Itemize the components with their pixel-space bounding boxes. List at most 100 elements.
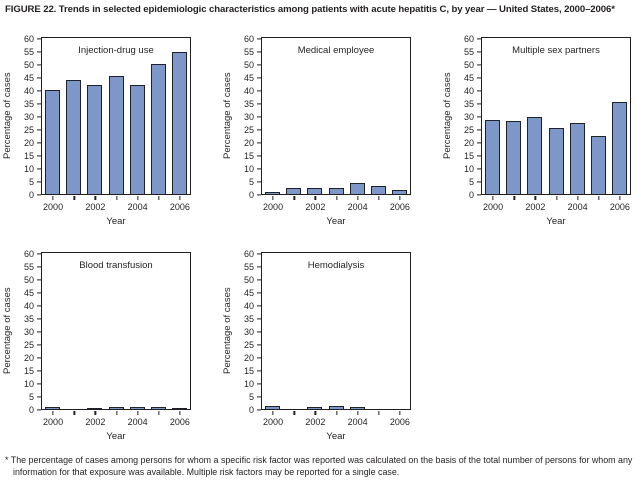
bar-2003 [108,407,124,409]
y-tick-mark [257,330,261,333]
y-tick-label: 30 [243,111,254,122]
y-tick-label: 60 [23,248,34,259]
x-tick-mark [619,196,621,200]
x-tick-label: 2000 [43,202,64,212]
x-tick-mark [335,196,338,200]
y-tick-label: 45 [463,72,474,83]
y-tick-label: 20 [243,352,254,363]
y-axis-label: Percentage of cases [442,72,453,160]
y-axis-label: Percentage of cases [222,72,233,160]
x-axis-tick-labels: 2000 2002 2004 2006 [483,202,631,213]
bar-2006 [171,407,187,409]
y-tick-label: 55 [463,46,474,57]
y-tick-label: 25 [243,339,254,350]
plot-area: Injection-drug use [41,37,191,195]
x-tick-mark [492,196,494,200]
y-tick-label: 25 [463,124,474,135]
y-tick-label: 10 [243,378,254,389]
bar-2003 [548,127,564,194]
y-tick-mark [477,63,481,66]
y-tick-mark [477,37,481,40]
x-tick-mark [136,196,139,200]
y-tick-mark [257,317,261,320]
y-tick-label: 35 [463,98,474,109]
x-tick-label: 2006 [169,417,190,427]
x-tick-mark [378,411,380,415]
y-tick-mark [37,141,41,144]
x-tick-label: 2000 [263,202,284,212]
y-tick-label: 15 [23,150,34,161]
bar-2006 [171,52,187,194]
bar-2000 [45,407,61,409]
x-axis-tick-marks [483,196,631,200]
y-axis-tick-labels: 60 55 50 45 40 35 30 25 20 15 10 5 0 [234,249,256,415]
y-tick-mark [257,115,261,118]
x-tick-label: 2002 [85,202,106,212]
y-tick-label: 5 [248,176,254,187]
y-tick-mark [37,408,41,411]
y-tick-mark [257,180,261,183]
y-axis-tick-marks [36,37,41,196]
x-tick-mark [115,196,118,200]
y-tick-mark [37,50,41,53]
x-axis-label: Year [106,216,126,227]
y-tick-mark [257,395,261,398]
y-tick-mark [37,76,41,79]
y-tick-label: 30 [23,326,34,337]
x-tick-label: 2004 [347,202,368,212]
y-tick-label: 40 [23,300,34,311]
x-tick-mark [179,411,181,415]
y-tick-mark [37,356,41,359]
x-axis-tick-marks [43,196,191,200]
x-tick-mark [356,411,359,415]
y-tick-label: 5 [468,176,474,187]
chart-medical-employee: Percentage of cases 60 55 50 45 40 35 30 25 20 15… [220,34,420,233]
y-tick-mark [257,356,261,359]
x-axis-tick-marks [263,196,411,200]
bar-2003 [108,75,124,194]
y-tick-mark [477,115,481,118]
y-tick-mark [257,50,261,53]
x-tick-label: 2006 [389,202,410,212]
x-tick-mark [52,411,54,415]
y-tick-label: 25 [243,124,254,135]
x-tick-mark [179,196,181,200]
x-axis-label: Year [106,431,126,442]
x-tick-label: 2006 [609,202,630,212]
x-tick-mark [272,196,274,200]
y-axis-label: Percentage of cases [2,72,13,160]
y-tick-mark [37,304,41,307]
x-tick-mark [136,411,139,415]
y-tick-mark [477,167,481,170]
y-tick-mark [37,252,41,255]
y-tick-mark [477,180,481,183]
x-axis-label: Year [546,216,566,227]
y-tick-label: 20 [23,137,34,148]
y-tick-mark [37,291,41,294]
y-tick-mark [37,193,41,196]
bar-2002 [87,407,103,409]
bar-2005 [150,64,166,194]
y-tick-mark [257,37,261,40]
x-tick-mark [115,411,118,415]
y-tick-mark [37,330,41,333]
y-tick-label: 60 [23,33,34,44]
y-tick-mark [257,154,261,157]
x-tick-label: 2004 [347,417,368,427]
y-tick-label: 50 [23,274,34,285]
bar-2005 [370,185,386,194]
y-tick-mark [257,141,261,144]
y-tick-label: 60 [243,248,254,259]
y-tick-mark [37,102,41,105]
y-tick-label: 40 [243,85,254,96]
y-tick-label: 40 [463,85,474,96]
x-tick-mark [314,196,316,200]
y-tick-label: 35 [23,98,34,109]
y-tick-mark [257,382,261,385]
y-tick-label: 35 [243,98,254,109]
y-tick-label: 50 [463,59,474,70]
y-tick-label: 50 [23,59,34,70]
chart-title: Medical employee [297,45,375,56]
y-tick-label: 45 [23,287,34,298]
